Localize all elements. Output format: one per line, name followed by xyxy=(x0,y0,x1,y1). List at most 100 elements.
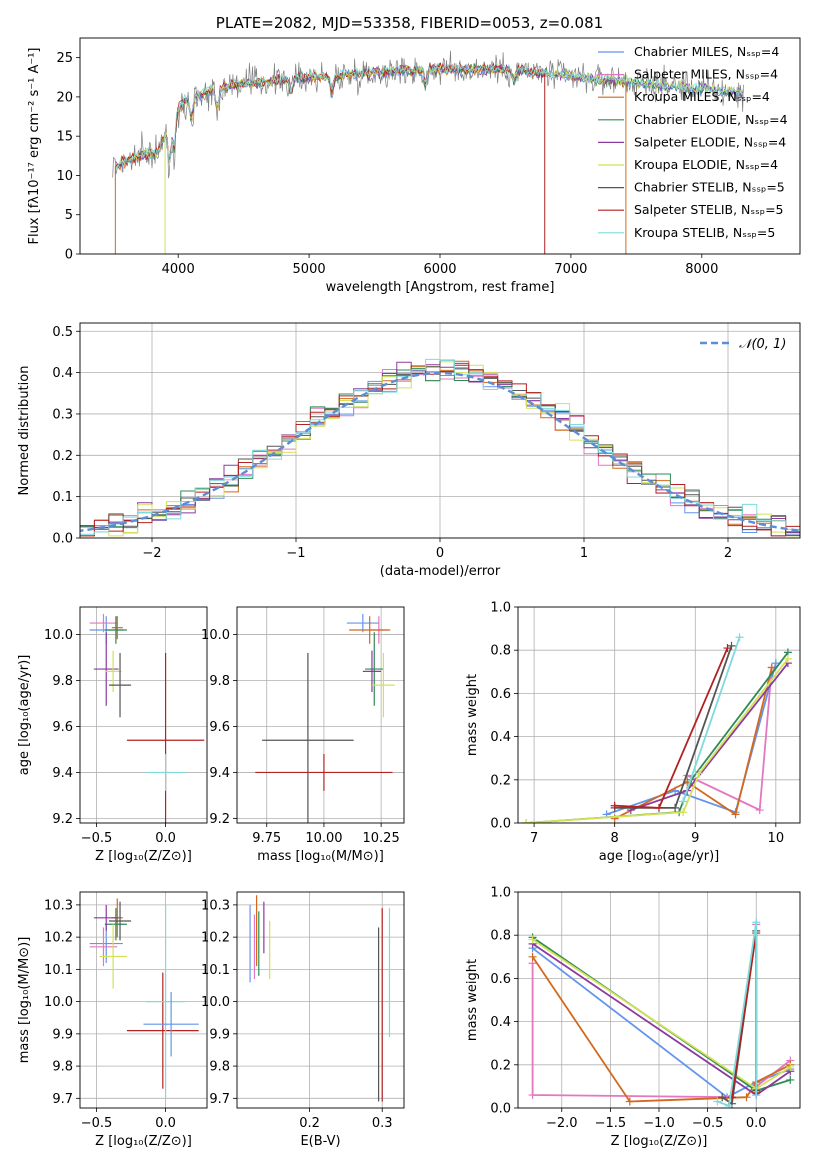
mass-weight-marker xyxy=(655,803,663,812)
x-tick-label: 0.0 xyxy=(746,1116,767,1131)
mass-weight-marker xyxy=(718,1093,727,1102)
y-tick-label: 10.3 xyxy=(201,898,230,913)
mass-vs-ebv-plot-area xyxy=(237,892,404,1108)
y-tick-label: 0.4 xyxy=(490,730,511,745)
legend-entry: Chabrier ELODIE, Nₛₛₚ=4 xyxy=(634,112,788,127)
y-tick-label: 25 xyxy=(56,51,73,66)
mass-weight-marker xyxy=(752,1091,761,1100)
mass-weight-line xyxy=(532,947,791,1099)
residuals-frame xyxy=(79,322,801,539)
y-tick-label: 10.2 xyxy=(201,931,230,946)
mass-weight-marker xyxy=(528,952,537,961)
mass-weight-marker xyxy=(752,918,761,927)
y-tick-label: 20 xyxy=(56,90,73,105)
y-tick-label: 10.0 xyxy=(201,995,230,1010)
legend-entry: Chabrier MILES, Nₛₛₚ=4 xyxy=(634,44,779,59)
x-tick-label: 0.0 xyxy=(155,831,176,846)
y-tick-label: 9.2 xyxy=(52,812,73,827)
y-tick-label: 10.2 xyxy=(44,931,73,946)
y-tick-label: 9.4 xyxy=(209,766,230,781)
y-tick-label: 0.0 xyxy=(52,532,73,547)
y-tick-label: 1.0 xyxy=(490,601,511,616)
x-tick-label: 8 xyxy=(611,831,619,846)
mass-weight-marker xyxy=(679,808,688,817)
y-tick-label: 0 xyxy=(65,248,73,263)
mass-weight-marker xyxy=(695,769,704,778)
x-tick-label: 0.2 xyxy=(299,1116,320,1131)
residuals-plot-area xyxy=(80,323,800,538)
mass-weight-marker xyxy=(727,1093,736,1102)
mass-weight-marker xyxy=(742,1093,751,1102)
y-tick-label: 0.6 xyxy=(490,687,511,702)
x-axis-label: E(B-V) xyxy=(300,1134,340,1149)
y-tick-label: 9.8 xyxy=(52,674,73,689)
x-tick-label: −2.0 xyxy=(546,1116,578,1131)
mass-weight-marker xyxy=(731,810,740,819)
mass-weight-marker xyxy=(786,1062,795,1071)
mass-weight-line xyxy=(731,932,758,1098)
mass-weight-marker xyxy=(783,654,792,663)
x-tick-label: 7 xyxy=(530,831,538,846)
mass-vs-z-plot-area xyxy=(80,892,207,1108)
massweight-vs-z-plot-area xyxy=(518,892,800,1108)
normal-curve xyxy=(80,371,800,533)
x-tick-label: −1.5 xyxy=(595,1116,627,1131)
y-axis-label: Normed distribution xyxy=(17,366,32,496)
mass-weight-marker xyxy=(671,803,680,812)
mass-weight-marker xyxy=(528,935,537,944)
mass-weight-marker xyxy=(767,663,776,672)
model-spectrum-line xyxy=(115,63,744,170)
mass-weight-line xyxy=(614,647,729,809)
mass-vs-ebv-panel: 0.2 0.3 9.7 9.8 9.9 10.0 10.1 10.2 10.3 E(B-V) xyxy=(201,891,405,1149)
x-tick-label: −0.5 xyxy=(81,1116,113,1131)
legend-entry: 𝒩(0, 1) xyxy=(739,337,786,352)
y-tick-label: 0.8 xyxy=(490,929,511,944)
legend-entry: Chabrier STELIB, Nₛₛₚ=5 xyxy=(634,180,785,195)
y-tick-label: 0.4 xyxy=(52,366,73,381)
x-tick-label: 4000 xyxy=(162,262,195,277)
y-tick-label: 10.3 xyxy=(44,898,73,913)
x-axis-label: Z [log₁₀(Z/Z⊙)] xyxy=(95,849,192,864)
x-axis-label: (data-model)/error xyxy=(380,564,501,579)
y-tick-label: 0.0 xyxy=(490,817,511,832)
mass-weight-line xyxy=(614,667,773,820)
x-tick-label: 9.75 xyxy=(252,831,281,846)
mass-weight-marker xyxy=(735,633,744,642)
x-tick-label: −1.0 xyxy=(643,1116,675,1131)
legend-entry: Kroupa ELODIE, Nₛₛₚ=4 xyxy=(634,157,778,172)
x-axis-label: wavelength [Angstrom, rest frame] xyxy=(326,280,555,295)
y-tick-label: 0.4 xyxy=(490,1015,511,1030)
y-tick-label: 10.1 xyxy=(44,963,73,978)
x-axis-label: mass [log₁₀(M/M⊙)] xyxy=(257,849,384,864)
x-axis-label: Z [log₁₀(Z/Z⊙)] xyxy=(95,1134,192,1149)
legend-entry: Salpeter ELODIE, Nₛₛₚ=4 xyxy=(634,134,786,149)
spectrum-plot-area xyxy=(112,50,744,254)
x-tick-label: 7000 xyxy=(554,262,587,277)
chart-title: PLATE=2082, MJD=53358, FIBERID=0053, z=0… xyxy=(216,14,603,32)
legend-entry: Kroupa STELIB, Nₛₛₚ=5 xyxy=(634,225,775,240)
x-tick-label: 10.25 xyxy=(363,831,400,846)
massweight-vs-age-plot-area xyxy=(518,607,800,823)
y-tick-label: 9.4 xyxy=(52,766,73,781)
mass-weight-line xyxy=(614,645,733,809)
x-tick-label: −2 xyxy=(142,546,161,561)
y-tick-label: 0.1 xyxy=(52,490,73,505)
x-tick-label: 5000 xyxy=(293,262,326,277)
y-tick-label: 10.1 xyxy=(201,963,230,978)
y-tick-label: 9.8 xyxy=(209,674,230,689)
mass-weight-line xyxy=(606,662,777,816)
y-tick-label: 9.2 xyxy=(209,812,230,827)
x-tick-label: −1 xyxy=(286,546,305,561)
x-tick-label: 1 xyxy=(580,546,588,561)
x-tick-label: 9 xyxy=(691,831,699,846)
x-tick-label: 0.3 xyxy=(372,1116,393,1131)
spectrum-frame xyxy=(79,37,801,255)
residuals-panel: −2 −1 0 1 2 0.0 0.1 0.2 0.3 0.4 0.5 (data-model)/er… xyxy=(17,322,801,579)
mass-weight-marker xyxy=(522,819,531,823)
x-tick-label: 2 xyxy=(724,546,732,561)
y-tick-label: 10.0 xyxy=(44,995,73,1010)
y-tick-label: 9.7 xyxy=(209,1092,230,1107)
age-vs-mass-frame xyxy=(236,606,405,824)
mass-weight-line xyxy=(526,658,789,823)
mass-weight-marker xyxy=(610,801,619,810)
